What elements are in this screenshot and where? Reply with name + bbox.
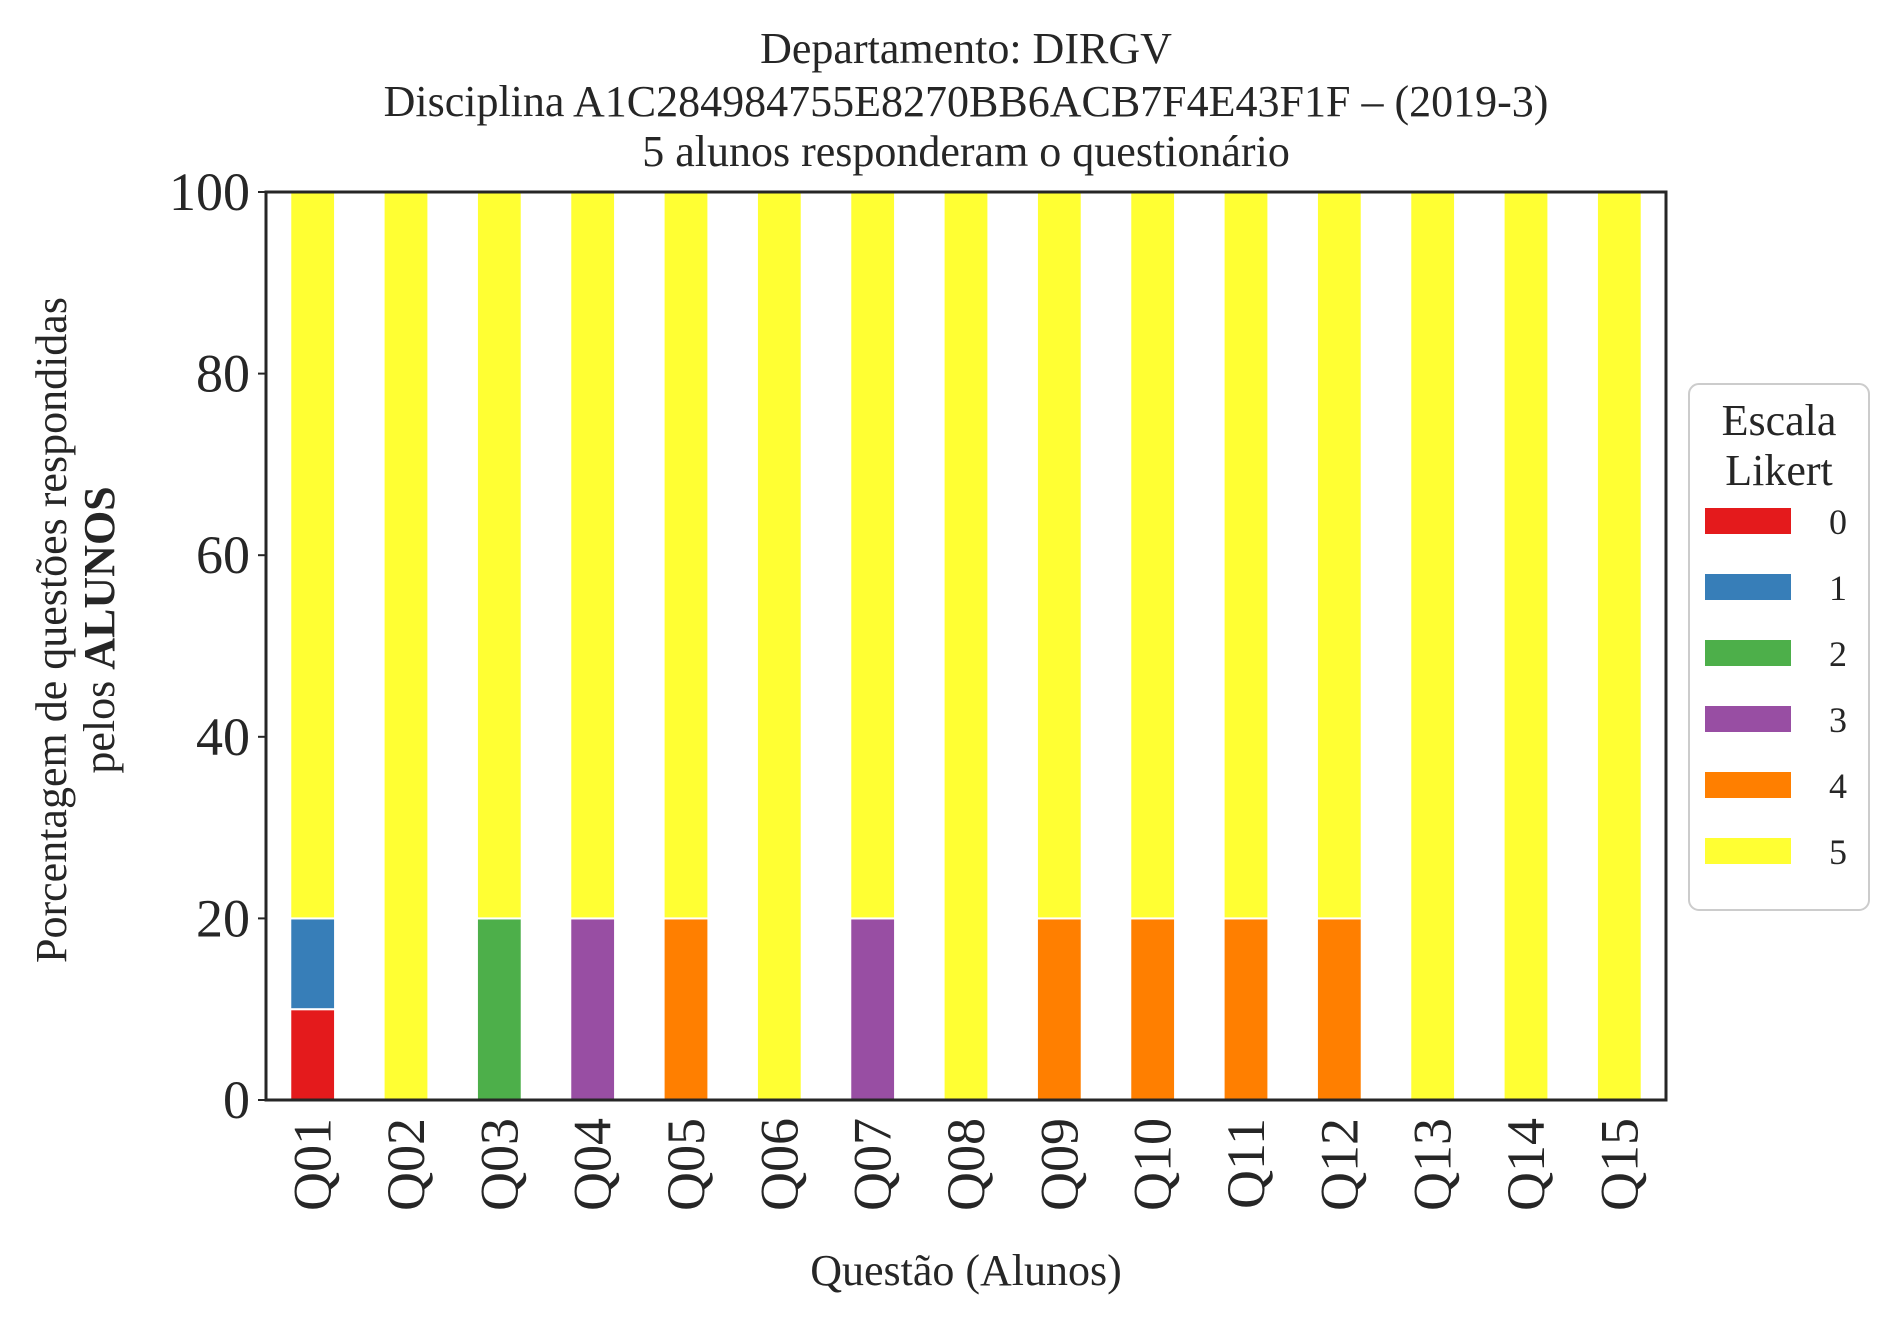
bar-q04-likert-3 (569, 917, 617, 1102)
bar-q11-likert-5 (1222, 191, 1270, 920)
legend-swatch-4 (1705, 772, 1791, 798)
legend: Escala Likert 0 1 2 3 4 5 (1688, 383, 1870, 911)
x-tick-label-q11: Q11 (1216, 1118, 1276, 1209)
bar-q14-likert-5 (1502, 191, 1550, 1101)
bar-q01-likert-0 (289, 1008, 337, 1102)
legend-label-5: 5 (1829, 832, 1847, 872)
y-axis-label-bold: ALUNOS (75, 486, 124, 669)
bar-q07-likert-5 (849, 191, 897, 920)
y-axis-ticks: 0 20 40 60 80 100 (169, 162, 266, 1130)
legend-title-line-2: Likert (1725, 446, 1833, 495)
y-axis-label-line-2: pelos ALUNOS (75, 486, 124, 773)
bar-q05-likert-4 (662, 917, 710, 1102)
bar-q05-likert-5 (662, 191, 710, 920)
bar-q03-likert-2 (475, 917, 523, 1102)
legend-label-1: 1 (1829, 568, 1847, 608)
x-tick-label-q08: Q08 (936, 1118, 996, 1211)
x-tick-label-q10: Q10 (1123, 1118, 1183, 1211)
legend-items: 0 1 2 3 4 5 (1705, 502, 1847, 872)
x-tick-label-q14: Q14 (1496, 1118, 1556, 1211)
plot-frame (264, 190, 1668, 1102)
bars-group (289, 191, 1643, 1102)
y-tick-label: 0 (223, 1070, 250, 1130)
x-tick-label-q15: Q15 (1589, 1118, 1649, 1211)
bar-q12-likert-5 (1315, 191, 1363, 920)
x-tick-label-q09: Q09 (1029, 1118, 1089, 1211)
legend-swatch-1 (1705, 574, 1791, 600)
chart-title-line-1: Departamento: DIRGV (760, 24, 1172, 73)
y-axis-label: Porcentagem de questões respondidas pelo… (27, 297, 124, 963)
x-tick-label-q07: Q07 (843, 1118, 903, 1211)
y-tick-label: 60 (196, 525, 250, 585)
legend-title-line-1: Escala (1722, 396, 1837, 445)
x-tick-label-q01: Q01 (283, 1118, 343, 1211)
legend-label-4: 4 (1829, 766, 1847, 806)
bar-q10-likert-4 (1129, 917, 1177, 1102)
x-tick-label-q05: Q05 (656, 1118, 716, 1211)
bar-q01-likert-1 (289, 917, 337, 1011)
y-tick-label: 40 (196, 707, 250, 767)
bar-q03-likert-5 (475, 191, 523, 920)
legend-swatch-5 (1705, 838, 1791, 864)
bar-q08-likert-5 (942, 191, 990, 1101)
y-tick-label: 100 (169, 162, 250, 222)
y-tick-label: 20 (196, 888, 250, 948)
bar-q12-likert-4 (1315, 917, 1363, 1102)
bar-q10-likert-5 (1129, 191, 1177, 920)
bar-q04-likert-5 (569, 191, 617, 920)
bar-q09-likert-4 (1035, 917, 1083, 1102)
bar-q11-likert-4 (1222, 917, 1270, 1102)
bar-q07-likert-3 (849, 917, 897, 1102)
x-tick-label-q03: Q03 (469, 1118, 529, 1211)
chart-title-line-2: Disciplina A1C284984755E8270BB6ACB7F4E43… (384, 77, 1549, 126)
x-axis-ticks: Q01 Q02 Q03 Q04 Q05 Q06 Q07 Q08 Q09 Q10 Q11 Q12 Q13 Q… (283, 1118, 1650, 1211)
x-tick-label-q12: Q12 (1309, 1118, 1369, 1211)
x-tick-label-q13: Q13 (1403, 1118, 1463, 1211)
x-tick-label-q02: Q02 (376, 1118, 436, 1211)
legend-swatch-2 (1705, 640, 1791, 666)
x-tick-label-q06: Q06 (749, 1118, 809, 1211)
legend-label-2: 2 (1829, 634, 1847, 674)
x-axis-label: Questão (Alunos) (810, 1246, 1122, 1295)
bar-q06-likert-5 (755, 191, 803, 1101)
y-axis-label-line-1: Porcentagem de questões respondidas (27, 297, 76, 963)
legend-swatch-0 (1705, 508, 1791, 534)
legend-label-0: 0 (1829, 502, 1847, 542)
y-tick-label: 80 (196, 344, 250, 404)
legend-label-3: 3 (1829, 700, 1847, 740)
bar-q15-likert-5 (1595, 191, 1643, 1101)
bar-q09-likert-5 (1035, 191, 1083, 920)
y-axis-label-prefix: pelos (75, 670, 124, 774)
bar-q02-likert-5 (382, 191, 430, 1101)
chart-title: Departamento: DIRGV Disciplina A1C284984… (384, 24, 1549, 176)
chart-title-line-3: 5 alunos responderam o questionário (642, 127, 1290, 176)
bar-q01-likert-5 (289, 191, 337, 920)
legend-swatch-3 (1705, 706, 1791, 732)
x-tick-label-q04: Q04 (563, 1118, 623, 1211)
bar-q13-likert-5 (1409, 191, 1457, 1101)
